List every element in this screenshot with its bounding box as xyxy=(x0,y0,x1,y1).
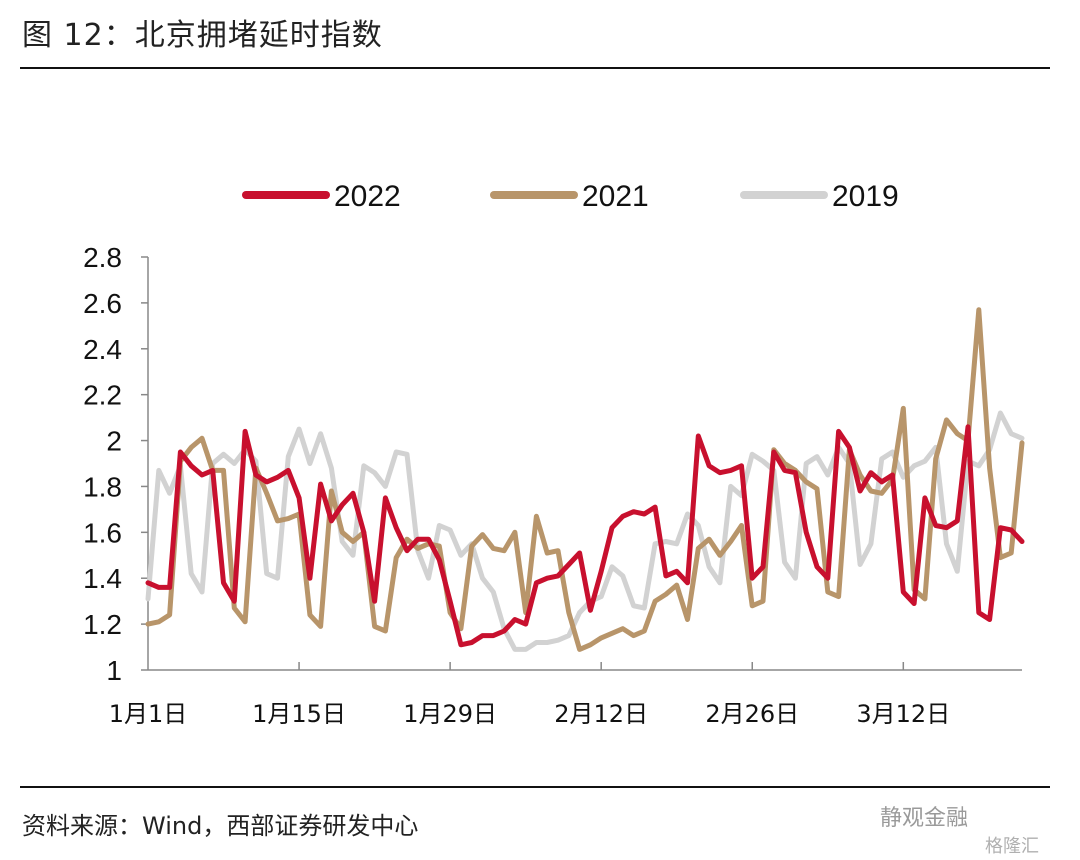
series-line-2019 xyxy=(145,410,1025,652)
chart-series xyxy=(145,307,1025,652)
source-note: 资料来源：Wind，西部证券研发中心 xyxy=(22,812,419,840)
bottom-divider xyxy=(20,786,1050,788)
y-tick-label: 1.2 xyxy=(83,609,122,640)
legend-label: 2022 xyxy=(334,180,401,213)
y-tick-label: 1.4 xyxy=(83,563,122,594)
y-tick-label: 1.8 xyxy=(83,471,122,502)
legend-label: 2019 xyxy=(832,180,899,213)
x-tick-label: 2月12日 xyxy=(554,700,648,728)
y-tick-label: 2.8 xyxy=(83,242,122,273)
y-axis: 2.8 2.6 2.4 2.2 2 1.8 1.6 1.4 1.2 1 xyxy=(83,242,149,686)
line-chart: 2022 2021 2019 2.82.62.42.221.81.61.41.21 … xyxy=(83,180,1025,728)
legend-label: 2021 xyxy=(582,180,649,213)
chart-legend: 2022 2021 2019 xyxy=(242,180,899,213)
y-tick-label: 2.6 xyxy=(83,288,122,319)
watermark-text: 静观金融 xyxy=(880,806,969,831)
series-line-2021 xyxy=(145,307,1025,652)
y-tick-label: 2.2 xyxy=(83,380,122,411)
y-tick-label: 1 xyxy=(106,655,122,686)
x-tick-label: 1月1日 xyxy=(109,700,188,728)
x-tick-label: 1月15日 xyxy=(252,700,346,728)
x-axis: 1月1日 1月15日 1月29日 2月12日 2月26日 3月12日 xyxy=(109,662,1022,728)
top-divider xyxy=(20,67,1050,69)
x-tick-label: 1月29日 xyxy=(403,700,497,728)
y-tick-label: 2.4 xyxy=(83,334,122,365)
y-tick-label: 1.6 xyxy=(83,517,122,548)
x-tick-label: 2月26日 xyxy=(705,700,799,728)
x-tick-label: 3月12日 xyxy=(856,700,950,728)
y-tick-label: 2 xyxy=(106,426,122,457)
series-line-2022 xyxy=(145,424,1025,648)
watermark-logo-text: 格隆汇 xyxy=(985,836,1039,857)
chart-title: 图 12：北京拥堵延时指数 xyxy=(22,18,383,53)
